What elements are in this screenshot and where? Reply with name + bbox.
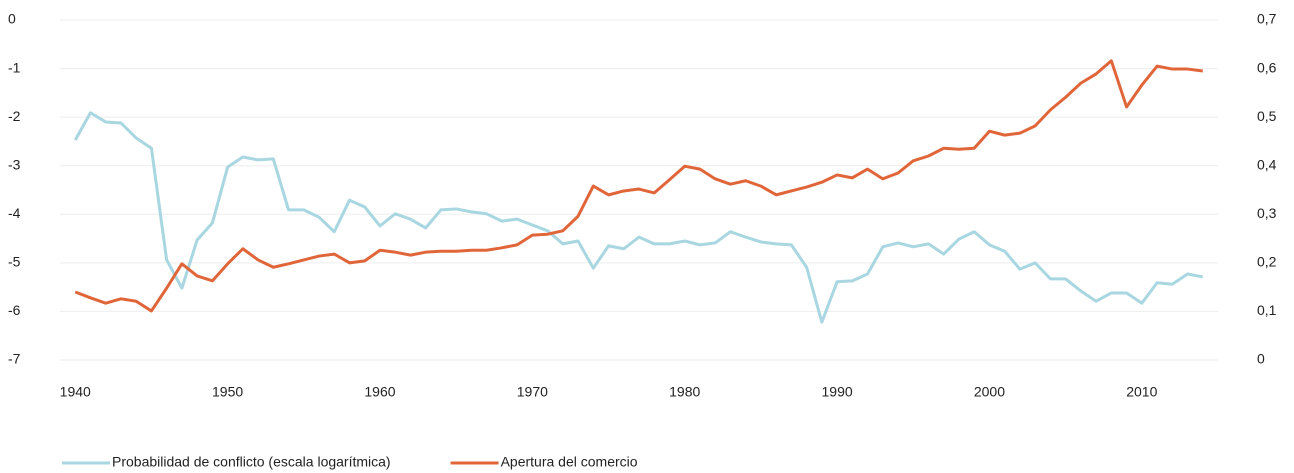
y2-tick-label: 0,7 [1257, 11, 1277, 27]
x-tick-label: 1970 [517, 384, 548, 400]
x-tick-label: 1940 [60, 384, 91, 400]
y-tick-label: -6 [8, 302, 21, 318]
y2-tick-label: 0 [1257, 351, 1265, 367]
y2-tick-label: 0,1 [1257, 302, 1277, 318]
y-tick-label: -5 [8, 254, 21, 270]
x-tick-label: 2010 [1126, 384, 1157, 400]
y2-tick-label: 0,2 [1257, 254, 1277, 270]
y2-tick-label: 0,3 [1257, 205, 1277, 221]
legend-label: Probabilidad de conflicto (escala logarí… [112, 454, 391, 470]
y-tick-label: 0 [8, 11, 16, 27]
y2-tick-label: 0,6 [1257, 59, 1277, 75]
y-tick-label: -7 [8, 351, 21, 367]
legend-label: Apertura del comercio [501, 454, 638, 470]
x-tick-label: 1990 [822, 384, 853, 400]
y-tick-label: -4 [8, 205, 21, 221]
y-tick-label: -2 [8, 108, 21, 124]
x-tick-label: 1960 [364, 384, 395, 400]
y-tick-label: -3 [8, 156, 21, 172]
y-tick-label: -1 [8, 59, 21, 75]
series-line [74, 59, 1203, 313]
x-tick-label: 1950 [212, 384, 243, 400]
x-tick-label: 2000 [974, 384, 1005, 400]
series-line [73, 111, 1204, 324]
y2-tick-label: 0,5 [1257, 108, 1277, 124]
x-tick-label: 1980 [669, 384, 700, 400]
y2-tick-label: 0,4 [1257, 156, 1277, 172]
